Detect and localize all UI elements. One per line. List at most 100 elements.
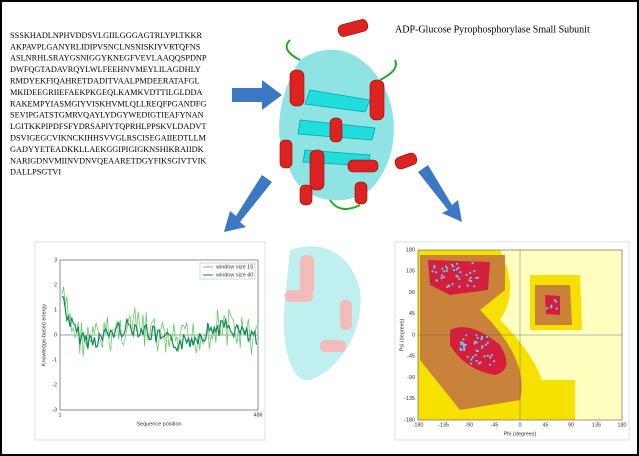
residue-dot xyxy=(470,358,472,360)
residue-dot xyxy=(433,265,435,267)
y-tick-label: 3 xyxy=(54,257,57,263)
y-tick-label: -2 xyxy=(52,382,57,388)
residue-dot xyxy=(473,342,475,344)
ramachandran-plot xyxy=(418,250,622,420)
residue-dot xyxy=(485,344,487,346)
residue-dot xyxy=(477,337,479,339)
sequence-line: SSSKHADLNPHVDDSVLGIILGGGAGTRLYPLTKKR xyxy=(10,31,202,40)
residue-dot xyxy=(555,301,557,303)
residue-dot xyxy=(463,344,465,346)
residue-dot xyxy=(446,267,448,269)
legend-label: window size 40 xyxy=(215,272,253,278)
residue-dot xyxy=(483,355,485,357)
x-tick-label: 180 xyxy=(617,422,626,428)
sequence-line: GADYYETEADKKLLAEKGGIPIGIGKNSHIKRAIIDK xyxy=(10,145,204,154)
residue-dot xyxy=(476,360,478,362)
residue-dot xyxy=(477,277,479,279)
y-tick-label: -180 xyxy=(404,417,415,423)
residue-dot xyxy=(461,342,463,344)
y-tick-label: -135 xyxy=(404,396,415,402)
residue-dot xyxy=(453,269,455,271)
residue-dot xyxy=(487,342,489,344)
y-tick-label: -45 xyxy=(407,354,415,360)
legend-label: window size 15 xyxy=(215,264,253,270)
residue-dot xyxy=(489,364,491,366)
residue-dot xyxy=(458,286,460,288)
residue-dot xyxy=(493,360,495,362)
residue-dot xyxy=(467,285,469,287)
y-tick-label: 0 xyxy=(54,332,57,338)
residue-dot xyxy=(469,272,471,274)
y-tick-label: -3 xyxy=(52,407,57,413)
y-tick-label: 45 xyxy=(409,311,415,317)
residue-dot xyxy=(441,274,443,276)
residue-dot xyxy=(455,275,457,277)
residue-dot xyxy=(487,355,489,357)
y-axis-label: Knowledge-based energy xyxy=(41,304,47,367)
residue-dot xyxy=(441,268,443,270)
y-tick-label: 1 xyxy=(54,307,57,313)
residue-dot xyxy=(478,362,480,364)
residue-dot xyxy=(467,356,469,358)
residue-dot xyxy=(462,338,464,340)
residue-dot xyxy=(456,268,458,270)
residue-dot xyxy=(470,362,472,364)
residue-dot xyxy=(436,279,438,281)
residue-dot xyxy=(489,356,491,358)
residue-dot xyxy=(556,308,558,310)
residue-dot xyxy=(443,270,445,272)
sequence-line: RAKEMPYIASMGIYVISKHVMLQLLREQFPGANDFG xyxy=(10,99,206,108)
residue-dot xyxy=(435,271,437,273)
residue-dot xyxy=(473,285,475,287)
sequence-line: DALLPSGTVI xyxy=(10,168,61,177)
residue-dot xyxy=(486,336,488,338)
residue-dot xyxy=(443,276,445,278)
x-tick-label: 135 xyxy=(592,422,601,428)
residue-dot xyxy=(463,348,465,350)
residue-dot xyxy=(491,354,493,356)
x-tick-label: 486 xyxy=(253,412,262,418)
sequence-line: NARIGDNVMIINVDNVQEAARETDGYFIKSGIVTVIK xyxy=(10,156,206,165)
x-tick-label: 45 xyxy=(542,422,548,428)
residue-dot xyxy=(470,277,472,279)
residue-dot xyxy=(470,280,472,282)
sequence-line: DWFQGTADAVRQYLWLFEEHNVMEYLILAGDHLY xyxy=(10,65,201,74)
x-tick-label: 1 xyxy=(58,412,61,418)
residue-dot xyxy=(446,270,448,272)
residue-dot xyxy=(472,262,474,264)
residue-dot xyxy=(446,286,448,288)
residue-dot xyxy=(456,263,458,265)
y-tick-label: 90 xyxy=(409,290,415,296)
x-tick-label: -90 xyxy=(465,422,473,428)
y-tick-label: -1 xyxy=(52,357,57,363)
energy-plot xyxy=(60,260,258,410)
y-tick-label: 0 xyxy=(412,332,415,338)
residue-dot xyxy=(451,283,453,285)
residue-dot xyxy=(481,336,483,338)
x-tick-label: 0 xyxy=(518,422,521,428)
y-tick-label: 180 xyxy=(406,247,415,253)
y-axis-label: Psi (degrees) xyxy=(399,318,405,351)
residue-dot xyxy=(473,270,475,272)
sequence-line: AKPAVPLGANYRLIDIPVSNCLNSNISKIYVRTQFNS xyxy=(10,42,201,51)
residue-dot xyxy=(550,306,552,308)
sequence-line: ASLNRHLSRAYGSNIGGYKNEGFVEVLAAQQSPDNP xyxy=(10,54,207,63)
y-tick-label: 2 xyxy=(54,282,57,288)
sequence-line: MKIDEEGRIIEFAEKPKGEQLKAMKVDTTILGLDDA xyxy=(10,88,203,97)
residue-dot xyxy=(431,270,433,272)
x-tick-label: -45 xyxy=(491,422,499,428)
x-tick-label: 90 xyxy=(568,422,574,428)
residue-dot xyxy=(554,299,556,301)
sequence-line: DSVIGEGCVIKNCKIHHSVVGLRSCISEGAIIEDTLLM xyxy=(10,134,207,143)
residue-dot xyxy=(445,265,447,267)
residue-dot xyxy=(480,338,482,340)
residue-dot xyxy=(546,307,548,309)
y-tick-label: 135 xyxy=(406,269,415,275)
residue-dot xyxy=(475,277,477,279)
residue-dot xyxy=(458,278,460,280)
title: ADP-Glucose Pyrophosphorylase Small Subu… xyxy=(395,24,590,35)
residue-dot xyxy=(440,277,442,279)
sequence-line: RMDYEKFIQAHRETDADITVAALPMDEERATAFGL xyxy=(10,77,200,86)
x-tick-label: -135 xyxy=(438,422,449,428)
residue-dot xyxy=(457,267,459,269)
